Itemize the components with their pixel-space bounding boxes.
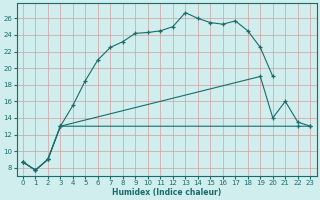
X-axis label: Humidex (Indice chaleur): Humidex (Indice chaleur)	[112, 188, 221, 197]
